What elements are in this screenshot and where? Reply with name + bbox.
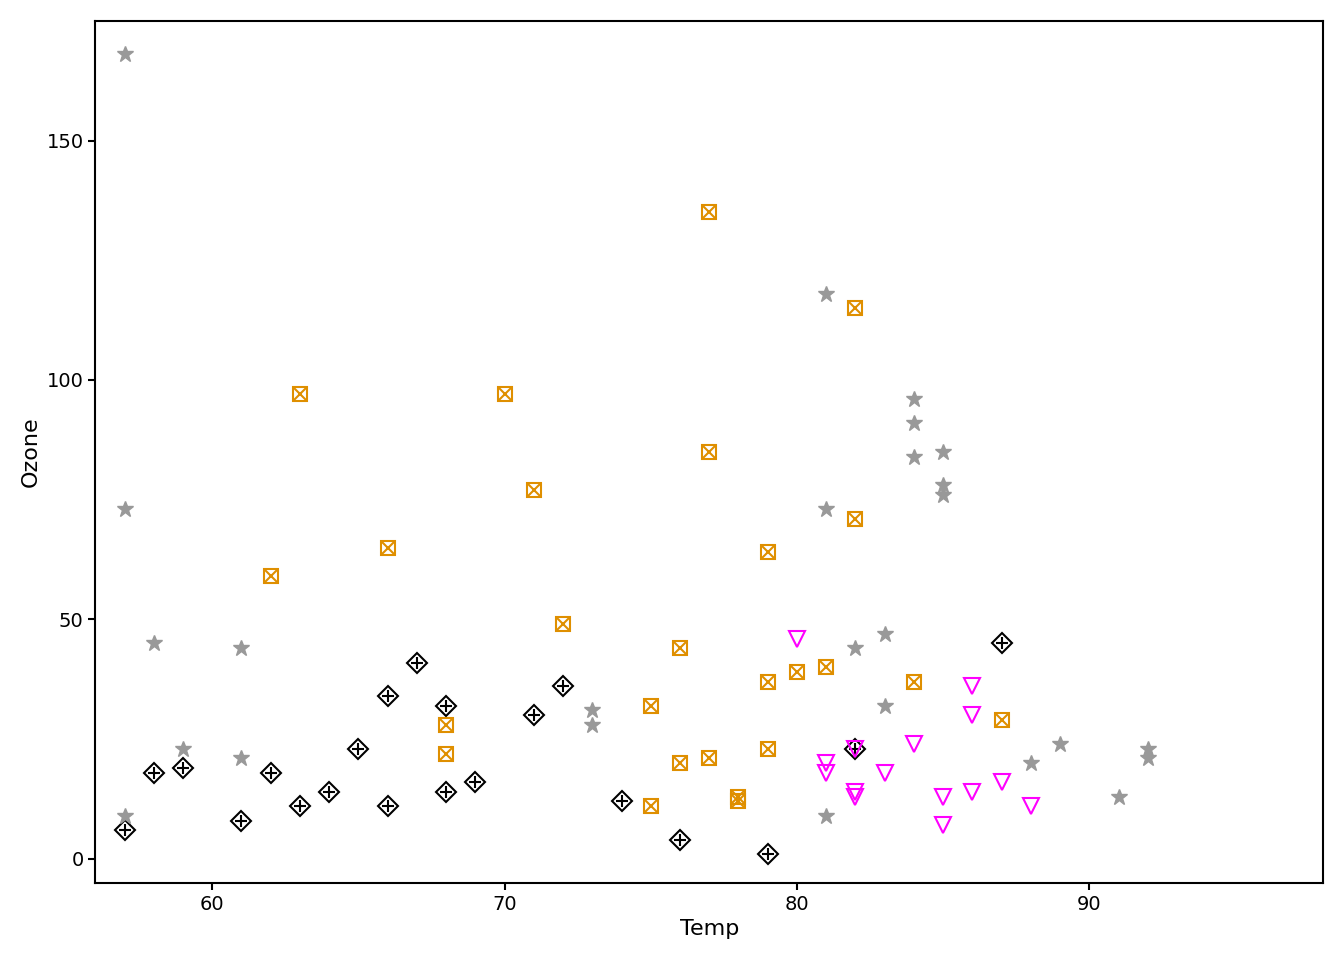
- X-axis label: Temp: Temp: [680, 919, 739, 939]
- Y-axis label: Ozone: Ozone: [22, 417, 40, 487]
